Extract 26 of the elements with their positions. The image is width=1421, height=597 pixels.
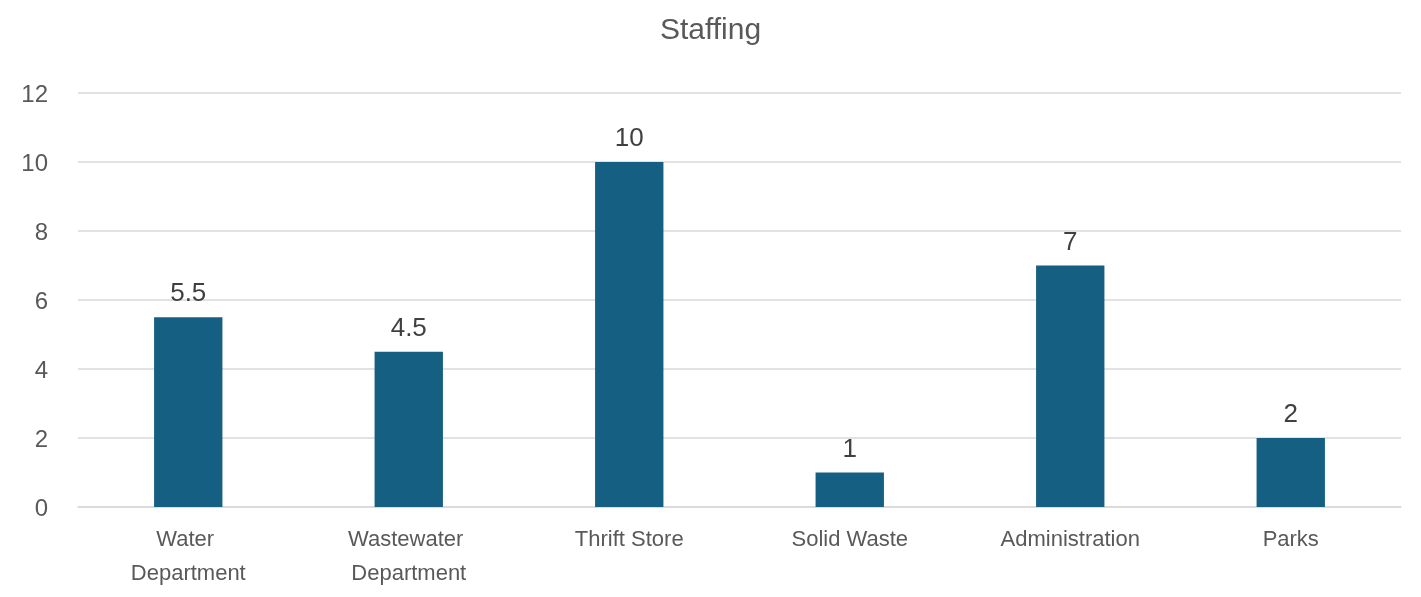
- chart-title: Staffing: [659, 11, 762, 45]
- x-tick-label: Administration: [1000, 525, 1140, 551]
- y-tick-label: 4: [34, 355, 48, 383]
- bar: [815, 472, 884, 507]
- data-label: 5.5: [170, 277, 207, 308]
- x-tick-label: Water Department: [130, 525, 246, 585]
- y-tick-label: 8: [34, 217, 48, 245]
- data-label: 10: [614, 122, 644, 152]
- bar: [1256, 438, 1325, 507]
- bar: [374, 351, 443, 507]
- y-tick-label: 0: [34, 493, 48, 521]
- data-label: 2: [1283, 398, 1298, 428]
- y-tick-label: 2: [34, 424, 48, 452]
- x-tick-label: Wastewater Department: [348, 525, 470, 585]
- bar: [154, 317, 223, 507]
- y-tick-label: 12: [21, 79, 48, 107]
- data-label: 7: [1063, 225, 1078, 256]
- y-tick-label: 10: [21, 148, 48, 176]
- bar: [1036, 265, 1105, 507]
- x-tick-label: Solid Waste: [791, 525, 909, 551]
- bar: [595, 162, 664, 507]
- data-label: 1: [842, 432, 857, 463]
- y-tick-label: 6: [34, 286, 48, 314]
- x-tick-label: Parks: [1262, 525, 1319, 551]
- x-tick-label: Thrift Store: [574, 525, 684, 551]
- data-label: 4.5: [390, 311, 427, 342]
